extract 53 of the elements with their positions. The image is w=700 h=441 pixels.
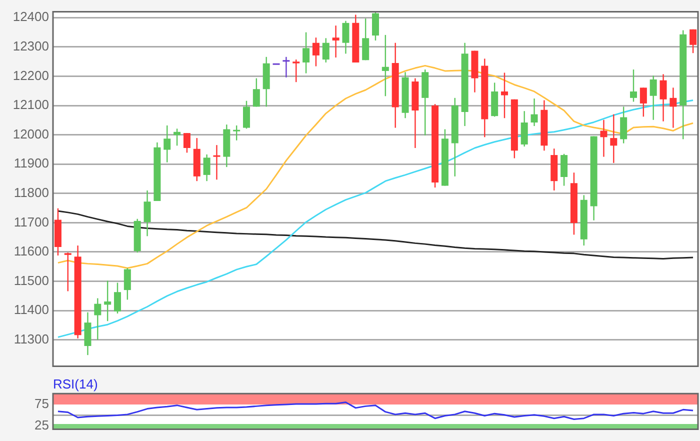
candlestick [84,312,92,356]
candlestick [292,58,300,83]
candlestick [174,128,181,146]
y-tick-label: 12000 [12,126,49,142]
candlestick [362,18,370,61]
candlestick [650,75,657,120]
candlestick [252,78,260,108]
candlestick [104,280,112,322]
candlestick [690,28,697,54]
y-tick-label: 11500 [14,272,49,288]
y-tick-label: 11900 [14,156,49,171]
candlestick [203,154,210,182]
candlestick [520,110,528,148]
candlestick [560,153,568,186]
chart-title: RSI(14) [53,376,98,392]
candlestick [124,267,131,300]
candlestick [382,34,389,97]
candlestick [243,100,250,130]
y-tick-label: 12300 [12,38,49,54]
candlestick [64,252,72,292]
y-tick-label: 11800 [14,184,49,200]
candlestick [114,282,121,314]
candlestick [302,32,310,74]
candlestick [164,124,171,163]
candlestick [183,132,190,154]
candlestick [501,72,508,119]
candlestick [144,190,151,237]
y-tick-label: 25 [34,418,49,433]
y-tick-label: 12200 [12,68,49,83]
candlestick [342,20,350,54]
candlestick [620,106,628,144]
y-tick-label: 11300 [14,331,49,346]
candlestick [213,144,220,180]
candlestick [322,38,330,64]
candlestick [660,74,667,122]
y-tick-label: 11400 [14,302,49,318]
candlestick [610,114,618,164]
candlestick [640,87,647,118]
y-tick-label: 11700 [14,214,49,230]
candlestick [312,36,320,67]
candlestick [600,119,608,158]
candlestick [94,298,102,340]
candlestick [630,68,637,102]
candlestick [282,56,290,78]
candlestick [670,87,677,128]
candlestick [530,98,538,127]
y-tick-label: 11600 [14,244,49,259]
y-tick-label: 12100 [12,97,49,112]
y-tick-label: 12400 [12,9,49,24]
candlestick [372,11,379,42]
candlestick [233,124,240,141]
candlestick [332,24,340,58]
y-tick-label: 75 [34,396,49,412]
